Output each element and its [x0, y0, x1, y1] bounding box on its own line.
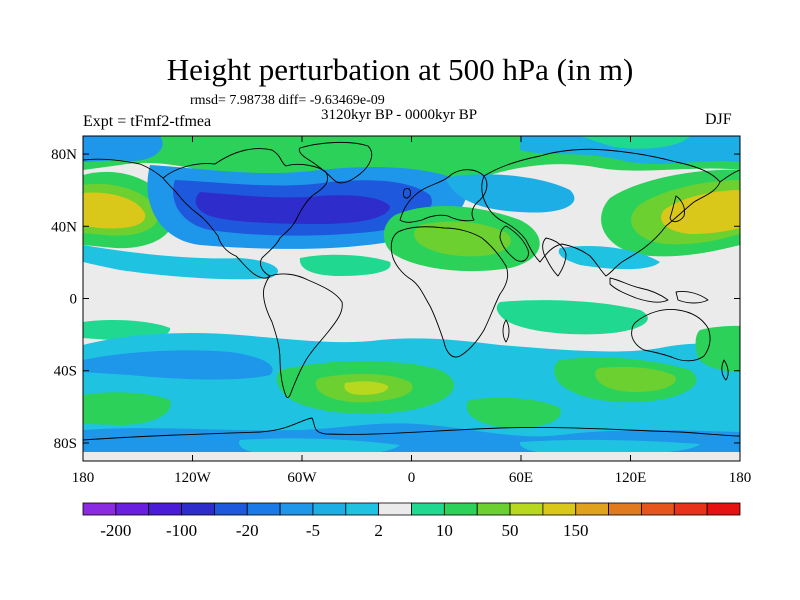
contour-satl-yellow — [344, 381, 389, 395]
map-axes: 180 120W 60W 0 60E 120E 180 80N 40N 0 40S 80S — [51, 136, 751, 486]
lat-tick-label: 0 — [70, 292, 78, 308]
coast-greenland — [298, 141, 373, 184]
colorbar-swatch — [115, 502, 150, 516]
colorbar-label: -200 — [100, 521, 131, 540]
contour-spac-green — [83, 392, 171, 425]
experiment-label: Expt = tFmf2-tfmea — [83, 113, 212, 130]
colorbar-swatch — [148, 502, 182, 516]
lat-tick-label: 40S — [54, 364, 77, 380]
lon-tick-label: 120W — [174, 470, 212, 486]
lon-tick-label: 120E — [615, 470, 647, 486]
coast-europe — [399, 169, 488, 223]
lat-tick-label: 80N — [51, 147, 77, 163]
coast-new-guinea — [675, 291, 709, 304]
colorbar-label: -20 — [236, 521, 259, 540]
colorbar-label: 10 — [436, 521, 453, 540]
contour-tatl-teal — [299, 254, 391, 276]
lon-tick-label: 180 — [729, 470, 752, 486]
map-title: Height perturbation at 500 hPa (in m) — [166, 52, 634, 87]
coast-asia — [481, 148, 721, 277]
colorbar-swatch — [542, 502, 577, 516]
colorbar-swatch — [443, 502, 478, 516]
period-label: 3120kyr BP - 0000kyr BP — [321, 107, 478, 123]
colorbar-label: 2 — [374, 521, 383, 540]
colorbar-label: -100 — [166, 521, 197, 540]
contour-nz-green — [695, 325, 740, 372]
coast-africa — [390, 226, 509, 358]
lon-tick-label: 60W — [287, 470, 317, 486]
contour-arctic-blue-east — [520, 136, 740, 165]
contour-europe-blue — [445, 174, 575, 213]
contour-south-blue-dark — [83, 350, 273, 380]
coast-alaska — [83, 158, 164, 179]
colorbar-swatch — [345, 502, 380, 516]
contour-natl-core — [195, 192, 390, 224]
colorbar-swatch — [509, 502, 544, 516]
lat-tick-label: 80S — [54, 436, 77, 452]
colorbar-swatch — [181, 502, 215, 516]
contour-npac-west-yellow — [83, 192, 146, 229]
colorbar-swatch — [312, 502, 347, 516]
colorbar-swatch — [476, 502, 511, 516]
colorbar-swatch — [673, 502, 708, 516]
contour-arctic-teal — [580, 136, 690, 149]
contour-field — [83, 136, 740, 461]
coast-australia — [631, 309, 711, 362]
coast-antarctica — [83, 417, 740, 441]
colorbar-swatch — [411, 502, 445, 516]
lon-tick-label: 0 — [408, 470, 416, 486]
season-label: DJF — [705, 111, 732, 128]
lon-tick-label: 180 — [72, 470, 95, 486]
colorbar-label: -5 — [306, 521, 320, 540]
contour-arctic-blue-west — [83, 136, 163, 162]
contour-sind-lime — [595, 366, 676, 392]
colorbar: -200 -100 -20 -5 2 10 50 150 — [82, 502, 741, 540]
contour-africa-lime — [414, 221, 511, 257]
contour-tpac-blue — [83, 245, 279, 280]
coast-south-america — [263, 273, 343, 399]
contour-sio-green — [466, 397, 561, 428]
coast-uk — [403, 187, 411, 199]
contour-sio-teal — [496, 300, 648, 335]
colorbar-swatch — [706, 502, 741, 516]
contour-antarctic-light-east — [519, 439, 700, 456]
colorbar-swatch — [378, 502, 412, 516]
coast-madagascar — [502, 319, 510, 343]
coast-new-zealand — [721, 359, 729, 381]
colorbar-swatch — [246, 502, 281, 516]
coast-india — [542, 237, 567, 277]
coast-siberia — [719, 169, 740, 183]
colorbar-swatch — [82, 502, 117, 516]
stats-label: rmsd= 7.98738 diff= -9.63469e-09 — [190, 93, 385, 108]
coastlines — [83, 141, 740, 441]
coast-japan — [669, 195, 685, 223]
coast-se-asia — [609, 277, 669, 303]
colorbar-swatch — [213, 502, 248, 516]
colorbar-swatch — [575, 502, 609, 516]
coast-arabia — [499, 225, 529, 262]
colorbar-label: 150 — [563, 521, 589, 540]
colorbar-label: 50 — [502, 521, 519, 540]
lat-tick-label: 40N — [51, 219, 77, 235]
lon-tick-label: 60E — [509, 470, 533, 486]
colorbar-swatch — [641, 502, 675, 516]
coast-north-america — [162, 148, 328, 279]
colorbar-swatch — [279, 502, 314, 516]
colorbar-swatch — [608, 502, 642, 516]
